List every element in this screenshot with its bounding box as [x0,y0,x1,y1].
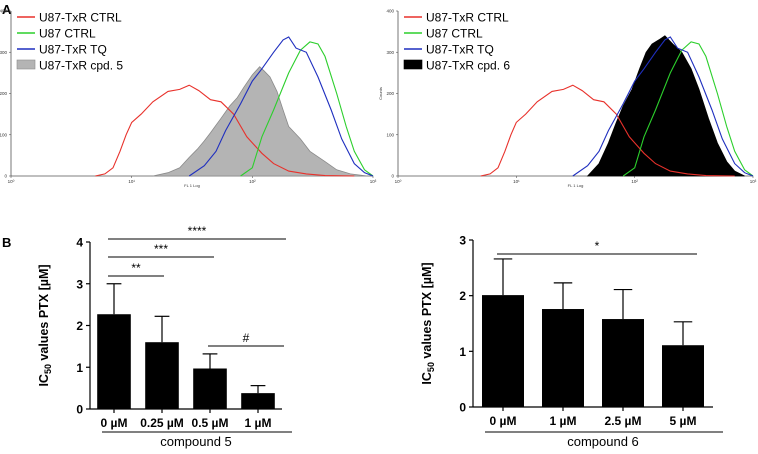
y-axis-label-rest: values PTX [µM] [37,264,51,364]
sig-2-3-label: # [243,331,250,345]
y-axis-label-subscript: 50 [43,364,53,374]
panel-label-b: B [2,235,11,250]
x-tick-label: 0.25 µM [140,416,184,430]
legend-label-u87-txr-tq: U87-TxR TQ [426,43,494,57]
series-u87-txr-ctrl [95,84,355,177]
sig-0-1-label: ** [131,261,141,275]
y-tick-label: 400 [386,9,394,14]
x-tick-label: 10² [249,179,256,184]
panel-label-a: A [2,2,12,17]
x-tick-label: 10¹ [128,179,135,184]
bar [602,319,644,407]
x-tick-label: 2.5 µM [605,414,642,428]
series-u87-txr-ctrl [480,84,735,177]
legend-label-u87-txr-tq: U87-TxR TQ [39,43,107,57]
bar [542,309,584,407]
legend-label-u87-ctrl: U87 CTRL [426,27,483,41]
y-tick-label: 2 [76,319,83,333]
y-axis-label-main: IC [420,372,434,385]
legend-swatch-u87-txr-cpd-6 [403,59,423,70]
series-u87-txr-tq [188,36,374,177]
bar [145,342,179,409]
legend-label-u87-txr-ctrl: U87-TxR CTRL [39,11,122,25]
y-tick-label: 300 [0,50,7,55]
bar [482,295,524,407]
series-u87-txr-cpd-6 [586,35,745,177]
x-axis-label: FL 1 Log [184,183,200,188]
bar-chart-compound-6: 0 1 2 3 IC50 values PTX [µM] 0 µM 1 µM 2.5 µM 5 … [420,234,723,449]
y-tick-label: 300 [386,50,394,55]
bar [193,368,227,409]
legend-label-u87-txr-cpd-5: U87-TxR cpd. 5 [39,59,123,73]
sig-0-3-label: **** [188,224,207,238]
series-u87-ctrl [240,41,374,177]
y-tick-label: 100 [386,132,394,137]
y-axis-label: Counts [378,87,383,100]
series-u87-txr-cpd-5 [152,66,368,177]
bar [241,393,275,409]
histogram-chart-compound-6: 0 100 200 300 400 10⁰ 10¹ 10² 10³ FL 1 Log Counts U… [378,9,757,189]
x-tick-label: 10³ [370,179,377,184]
x-axis-label: compound 6 [567,434,639,449]
x-tick-label: 5 µM [670,414,697,428]
y-tick-label: 1 [459,345,466,359]
sig-0-3-label: * [595,239,600,253]
y-tick-label: 0 [459,401,466,415]
series-u87-ctrl [622,41,754,177]
legend-label-u87-txr-cpd-6: U87-TxR cpd. 6 [426,59,510,73]
y-tick-label: 100 [0,132,7,137]
x-axis-label: FL 1 Log [568,183,584,188]
legend-label-u87-ctrl: U87 CTRL [39,27,96,41]
y-tick-label: 200 [386,91,394,96]
y-axis-label-rest: values PTX [µM] [420,262,434,362]
y-tick-label: 4 [76,236,83,250]
x-axis-label: compound 5 [160,434,232,449]
y-tick-label: 3 [459,234,466,248]
x-tick-label: 10³ [750,179,757,184]
x-tick-label: 10⁰ [395,179,402,184]
y-tick-label: 0 [4,174,7,179]
y-tick-label: 200 [0,91,7,96]
y-axis-label: IC50 values PTX [µM] [37,264,53,386]
x-tick-label: 10⁰ [8,179,15,184]
y-tick-label: 0 [391,174,394,179]
x-tick-label: 0.5 µM [192,416,229,430]
bar-chart-compound-5: 0 1 2 3 4 IC50 values PTX [µM] 0 µM 0.25 µM 0.5 … [37,224,292,449]
y-tick-label: 0 [76,403,83,417]
sig-0-2-label: *** [154,242,168,256]
y-tick-label: 3 [76,277,83,291]
y-tick-label: 1 [76,361,83,375]
x-tick-label: 10¹ [513,179,520,184]
x-tick-label: 1 µM [245,416,272,430]
series-u87-txr-tq [572,36,754,177]
legend-swatch-u87-txr-cpd-5 [16,59,36,70]
legend-label-u87-txr-ctrl: U87-TxR CTRL [426,11,509,25]
y-axis-label: IC50 values PTX [µM] [420,262,436,384]
bar [97,314,131,409]
y-tick-label: 400 [0,9,7,14]
x-tick-label: 0 µM [490,414,517,428]
x-tick-label: 10² [631,179,638,184]
y-tick-label: 2 [459,289,466,303]
x-tick-label: 1 µM [550,414,577,428]
y-axis-label-main: IC [37,374,51,387]
bar [662,345,704,407]
x-tick-label: 0 µM [101,416,128,430]
y-axis-label-subscript: 50 [426,362,436,372]
